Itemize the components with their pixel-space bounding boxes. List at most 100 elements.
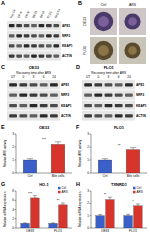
band <box>50 83 58 86</box>
y-tick-label: 0 <box>12 226 14 230</box>
y-axis <box>91 191 92 228</box>
lane-label: 6 <box>43 75 45 79</box>
error-bar <box>130 148 136 150</box>
y-axis-label: Relative ARE activity <box>78 139 82 167</box>
image-row-label: OE33 <box>83 17 87 26</box>
y-tick <box>15 160 17 161</box>
y-tick-label: 2 <box>87 201 89 205</box>
error-bar <box>23 222 27 223</box>
legend-swatch <box>133 191 136 194</box>
row-label: NRF2 <box>61 93 70 97</box>
band <box>39 34 45 37</box>
y-tick <box>15 134 17 135</box>
error-stem <box>34 196 35 198</box>
legend-swatch <box>58 187 61 190</box>
band <box>40 83 48 86</box>
band <box>40 94 48 97</box>
y-tick-label: 3 <box>87 132 89 136</box>
significance: * <box>132 200 134 204</box>
error-bar <box>126 214 130 215</box>
error-bar <box>98 214 102 215</box>
image-column-label: ARS <box>129 3 137 7</box>
significance: *** <box>28 192 33 196</box>
bar <box>96 216 105 228</box>
lane-label: UT <box>11 75 15 79</box>
band <box>19 94 27 97</box>
spheroid-core <box>128 46 137 55</box>
error-stem <box>25 222 26 223</box>
y-tick-label: 2 <box>12 145 14 149</box>
y-tick <box>15 147 17 148</box>
band <box>53 44 59 47</box>
row-label: NRF2 <box>136 93 145 97</box>
y-tick <box>15 200 17 201</box>
blot-strip <box>7 21 61 30</box>
band <box>16 34 22 37</box>
lane-label: 3 <box>108 75 110 79</box>
band <box>125 94 133 97</box>
error-cap <box>136 203 140 204</box>
error-stem <box>133 148 134 150</box>
band <box>53 24 59 27</box>
band <box>94 104 102 107</box>
x-tick-label: FLO1 <box>129 229 137 233</box>
band <box>53 34 59 37</box>
error-stem <box>53 222 54 223</box>
plot-area <box>96 197 142 228</box>
y-tick-label: 0 <box>87 226 89 230</box>
band <box>16 44 22 47</box>
band <box>105 114 113 117</box>
y-axis-label: Relative ARE activity <box>3 139 7 167</box>
y-tick-label: 3 <box>12 132 14 136</box>
blot-title: FLO1 <box>104 65 115 70</box>
chart-title: FLO1 <box>114 125 125 130</box>
blot-strip <box>82 80 135 90</box>
y-tick-label: 0 <box>87 171 89 175</box>
band <box>30 104 38 107</box>
band <box>39 24 45 27</box>
error-cap <box>27 158 33 159</box>
band <box>84 83 92 86</box>
band <box>84 104 92 107</box>
bar <box>134 206 143 228</box>
legend-swatch <box>58 191 61 194</box>
blot-strip <box>7 51 61 60</box>
x-tick-label: Bile cells <box>52 174 65 178</box>
error-cap <box>126 214 130 215</box>
error-stem <box>109 197 110 199</box>
lane-label: OE19 <box>39 10 46 19</box>
band <box>30 114 38 117</box>
y-axis-label: Relative mRNA expression <box>78 191 82 227</box>
y-tick <box>90 160 92 161</box>
panel-letter: G <box>1 181 5 187</box>
lane-label: OE33 <box>31 10 38 19</box>
band <box>31 44 37 47</box>
micrograph <box>90 37 117 64</box>
bar <box>49 223 58 228</box>
blot-strip <box>82 90 135 100</box>
lane-label: 24 <box>127 75 131 79</box>
band <box>40 104 48 107</box>
spheroid-core <box>98 45 109 56</box>
band <box>46 24 52 27</box>
band <box>19 83 27 86</box>
band <box>53 54 59 57</box>
band <box>105 83 113 86</box>
chart-title: HO-1 <box>39 182 49 187</box>
band <box>125 83 133 86</box>
error-cap <box>55 141 61 142</box>
legend-label: ARS <box>62 190 68 194</box>
micrograph <box>119 8 146 35</box>
band <box>16 24 22 27</box>
y-tick-label: 6 <box>12 198 14 202</box>
band <box>31 54 37 57</box>
band <box>46 44 52 47</box>
error-bar <box>27 159 33 160</box>
panel-letter: A <box>1 0 5 6</box>
lane-label: SKGT4 <box>54 8 62 19</box>
lane-label: 0 <box>97 75 99 79</box>
band <box>24 34 30 37</box>
blot-strip <box>7 31 61 40</box>
band <box>46 34 52 37</box>
y-tick-label: 2 <box>12 217 14 221</box>
